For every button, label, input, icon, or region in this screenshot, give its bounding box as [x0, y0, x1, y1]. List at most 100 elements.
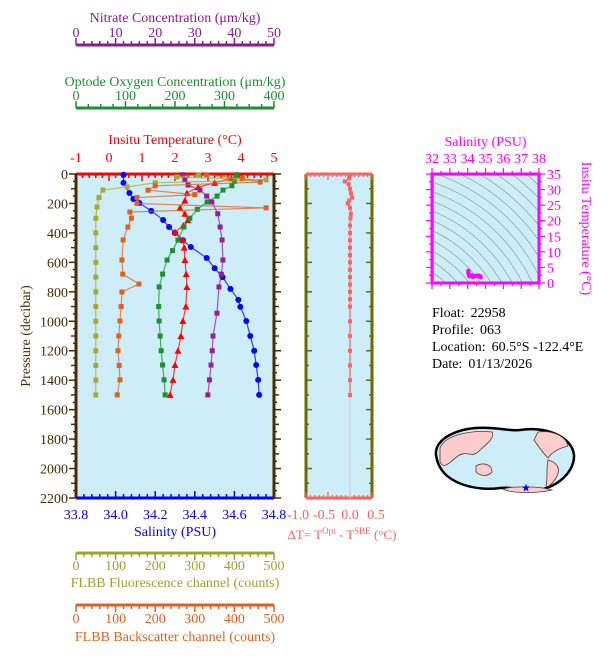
delta-t-data-point: [348, 211, 353, 216]
temperature-tick-label: 5: [271, 151, 278, 166]
oxygen-data-point: [170, 248, 176, 254]
delta-t-data-point: [348, 348, 352, 353]
fluorescence-tick-label: 500: [264, 559, 285, 574]
salinity-tick-label: 34.8: [262, 508, 287, 523]
ts-salinity-tick-label: 37: [514, 152, 528, 167]
delta-t-tick-label: -1.0: [287, 508, 309, 523]
info-float: Float: 22958: [432, 306, 506, 321]
nitrate-tick-label: 20: [148, 26, 162, 41]
backscatter-data-point: [125, 224, 131, 230]
backscatter-data-point: [152, 183, 158, 189]
nitrate-axis-title: Nitrate Concentration (μm/kg): [90, 11, 261, 26]
ts-salinity-tick-label: 34: [461, 152, 475, 167]
backscatter-data-point: [127, 209, 133, 215]
oxygen-tick-label: 200: [165, 89, 186, 104]
delta-t-data-point: [348, 172, 352, 177]
ts-temp-tick-label: 25: [547, 199, 561, 214]
backscatter-data-point: [116, 333, 122, 339]
salinity-data-point: [253, 362, 260, 369]
oxygen-tick-label: 0: [73, 89, 80, 104]
ts-temp-tick-label: 15: [547, 230, 561, 245]
info-float-value: 22958: [471, 306, 506, 321]
delta-t-data-point: [345, 201, 350, 206]
pressure-tick-label: 0: [61, 168, 68, 183]
delta-t-title-part: SBE: [354, 526, 371, 536]
delta-t-data-point: [348, 319, 352, 324]
nitrate-data-point: [209, 199, 215, 205]
ts-plot-area: [432, 174, 539, 283]
delta-t-data-point: [348, 304, 352, 309]
map-landmass: [439, 431, 494, 466]
nitrate-data-point: [215, 211, 221, 217]
oxygen-data-point: [156, 318, 162, 324]
temperature-data-point: [174, 347, 182, 354]
fluorescence-data-point: [263, 177, 269, 183]
salinity-data-point: [237, 303, 244, 310]
pressure-tick-label: 1600: [40, 404, 68, 419]
temperature-tick-label: -1: [70, 151, 82, 166]
ts-temp-tick-label: 35: [547, 168, 561, 183]
temperature-tick-label: 4: [238, 151, 245, 166]
temperature-tick-label: 0: [106, 151, 113, 166]
fluorescence-data-point: [93, 289, 99, 295]
backscatter-data-point: [239, 175, 245, 181]
salinity-axis-title: Salinity (PSU): [134, 525, 216, 540]
delta-t-data-point: [348, 216, 353, 221]
backscatter-tick-label: 100: [105, 612, 126, 627]
temperature-data-point: [169, 376, 177, 383]
temperature-data-point: [179, 236, 187, 243]
nitrate-tick-label: 40: [227, 26, 241, 41]
temperature-tick-label: 1: [139, 151, 146, 166]
pressure-tick-label: 600: [47, 256, 68, 271]
delta-t-axis-title: ΔT= TOpt - TSBE (°C): [288, 526, 397, 542]
nitrate-data-point: [214, 310, 220, 316]
pressure-tick-label: 200: [47, 197, 68, 212]
delta-t-tick-label: 0.0: [341, 508, 359, 523]
fluorescence-tick-label: 0: [73, 559, 80, 574]
ts-temp-axis-title: Insitu Temperature (°C): [578, 162, 593, 296]
temperature-data-point: [171, 228, 179, 236]
delta-t-data-point: [347, 176, 352, 181]
salinity-tick-label: 34.6: [222, 508, 247, 523]
backscatter-data-point: [116, 362, 122, 368]
delta-t-data-point: [348, 297, 352, 302]
delta-t-data-point: [348, 186, 352, 191]
backscatter-axis-title: FLBB Backscatter channel (counts): [75, 630, 276, 645]
backscatter-data-point: [117, 377, 123, 383]
fluorescence-data-point: [174, 174, 180, 180]
delta-t-data-point: [347, 198, 352, 203]
profile-plot-area: [76, 174, 274, 498]
fluorescence-data-point: [93, 215, 99, 221]
delta-t-data-point: [342, 179, 347, 184]
temperature-data-point: [182, 303, 190, 310]
pressure-axis-title: Pressure (decibar): [19, 285, 34, 387]
backscatter-data-point: [134, 200, 140, 206]
fluorescence-data-point: [124, 184, 130, 190]
temperature-axis-title: Insitu Temperature (°C): [108, 133, 242, 148]
delta-t-data-point: [348, 238, 352, 243]
delta-t-data-point: [348, 282, 352, 287]
salinity-tick-label: 33.8: [64, 508, 89, 523]
temperature-data-point: [181, 210, 189, 217]
backscatter-data-point: [119, 257, 125, 263]
oxygen-data-point: [157, 333, 163, 339]
salinity-data-point: [211, 265, 218, 272]
delta-t-data-point: [346, 182, 351, 187]
nitrate-data-point: [204, 193, 210, 199]
delta-t-data-point: [348, 245, 352, 250]
backscatter-data-point: [204, 172, 210, 178]
backscatter-data-point: [136, 281, 142, 287]
ts-data-point: [478, 275, 483, 280]
info-profile: Profile: 063: [432, 323, 501, 338]
oxygen-data-point: [214, 193, 220, 199]
oxygen-data-point: [162, 392, 168, 398]
oxygen-axis-title: Optode Oxygen Concentration (μm/kg): [65, 75, 286, 90]
info-profile-label: Profile:: [432, 323, 474, 338]
ts-temp-tick-label: 5: [547, 261, 554, 276]
temperature-data-point: [180, 244, 188, 251]
pressure-tick-label: 2200: [40, 492, 68, 507]
backscatter-tick-label: 400: [224, 612, 245, 627]
salinity-data-point: [120, 171, 127, 178]
delta-t-title-part: ΔT= T: [288, 527, 323, 542]
salinity-data-point: [126, 189, 133, 196]
